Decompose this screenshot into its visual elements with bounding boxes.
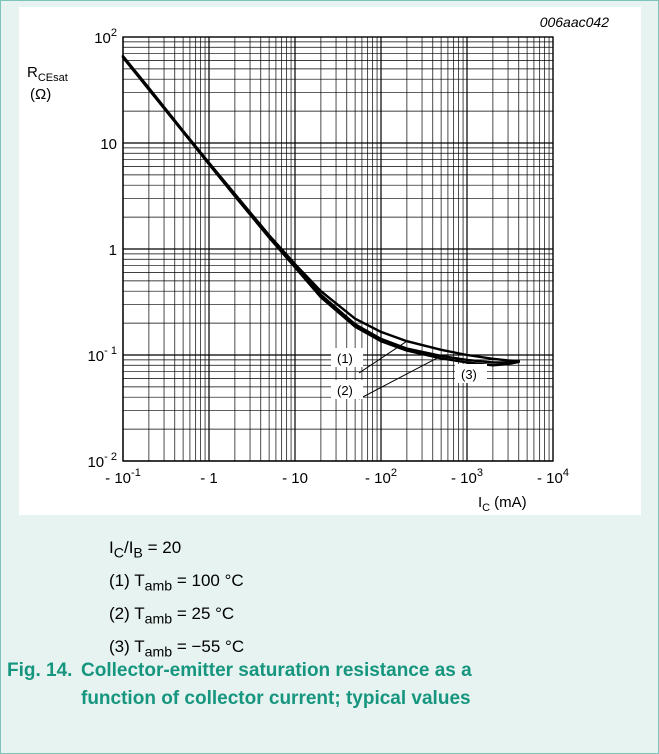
x-tick-label-0: - 10-1: [105, 467, 141, 487]
y-tick-label-2: 1: [109, 242, 117, 259]
annotation-bg-2: [331, 380, 363, 399]
chart: (1) (2) (3) 102 10 1 10- 1 10- 2- 10-1 - 1 - 10 -…: [27, 14, 610, 514]
annotation-leader-2: [358, 355, 442, 400]
annotation-label-3: (3): [461, 367, 477, 382]
figure-caption: Fig. 14. Collector-emitter saturation res…: [7, 657, 472, 713]
x-axis-label: IC (mA): [478, 494, 527, 514]
x-tick-label-1: - 1: [200, 470, 218, 487]
annotation-label-1: (1): [337, 351, 353, 366]
series-line-3: [121, 56, 520, 367]
y-axis-unit: (Ω): [30, 86, 51, 103]
annotation-bg-1: [331, 348, 363, 367]
y-tick-label-0: 102: [94, 27, 117, 47]
figure-code: 006aac042: [540, 14, 610, 30]
annotation-leader-1: [358, 340, 408, 374]
figure-number: Fig. 14.: [7, 660, 73, 681]
caption-line-2: function of collector current; typical v…: [81, 688, 471, 709]
x-tick-label-3: - 102: [365, 467, 397, 487]
note-curve-3: (3) Tamb = −55 °C: [109, 637, 245, 661]
series-layer: [121, 54, 520, 367]
annotation-bg-3: [455, 364, 487, 383]
condition-notes: IC/IB = 20 (1) Tamb = 100 °C (2) Tamb = …: [109, 531, 244, 663]
y-tick-label-1: 10: [100, 136, 117, 153]
note-curve-2: (2) Tamb = 25 °C: [109, 604, 235, 628]
x-tick-label-4: - 103: [451, 467, 483, 487]
y-axis-label: RCEsat: [27, 64, 68, 84]
note-curve-1: (1) Tamb = 100 °C: [109, 571, 244, 595]
caption-line-1: Collector-emitter saturation resistance …: [81, 660, 472, 681]
x-tick-label-5: - 104: [537, 467, 569, 487]
note-ratio: IC/IB = 20: [109, 538, 182, 562]
chart-panel: (1) (2) (3) 102 10 1 10- 1 10- 2- 10-1 - 1 - 10 -…: [19, 7, 641, 515]
plot-border: [122, 36, 554, 462]
y-tick-label-4: 10- 2: [87, 451, 117, 471]
x-tick-label-2: - 10: [282, 470, 308, 487]
y-tick-label-3: 10- 1: [87, 345, 117, 365]
grid-major: [122, 36, 554, 462]
tick-labels: 102 10 1 10- 1 10- 2- 10-1 - 1 - 10 - 102 - 103 -…: [87, 27, 569, 487]
annotation-layer: (1) (2) (3): [331, 340, 487, 400]
annotation-label-2: (2): [337, 383, 353, 398]
